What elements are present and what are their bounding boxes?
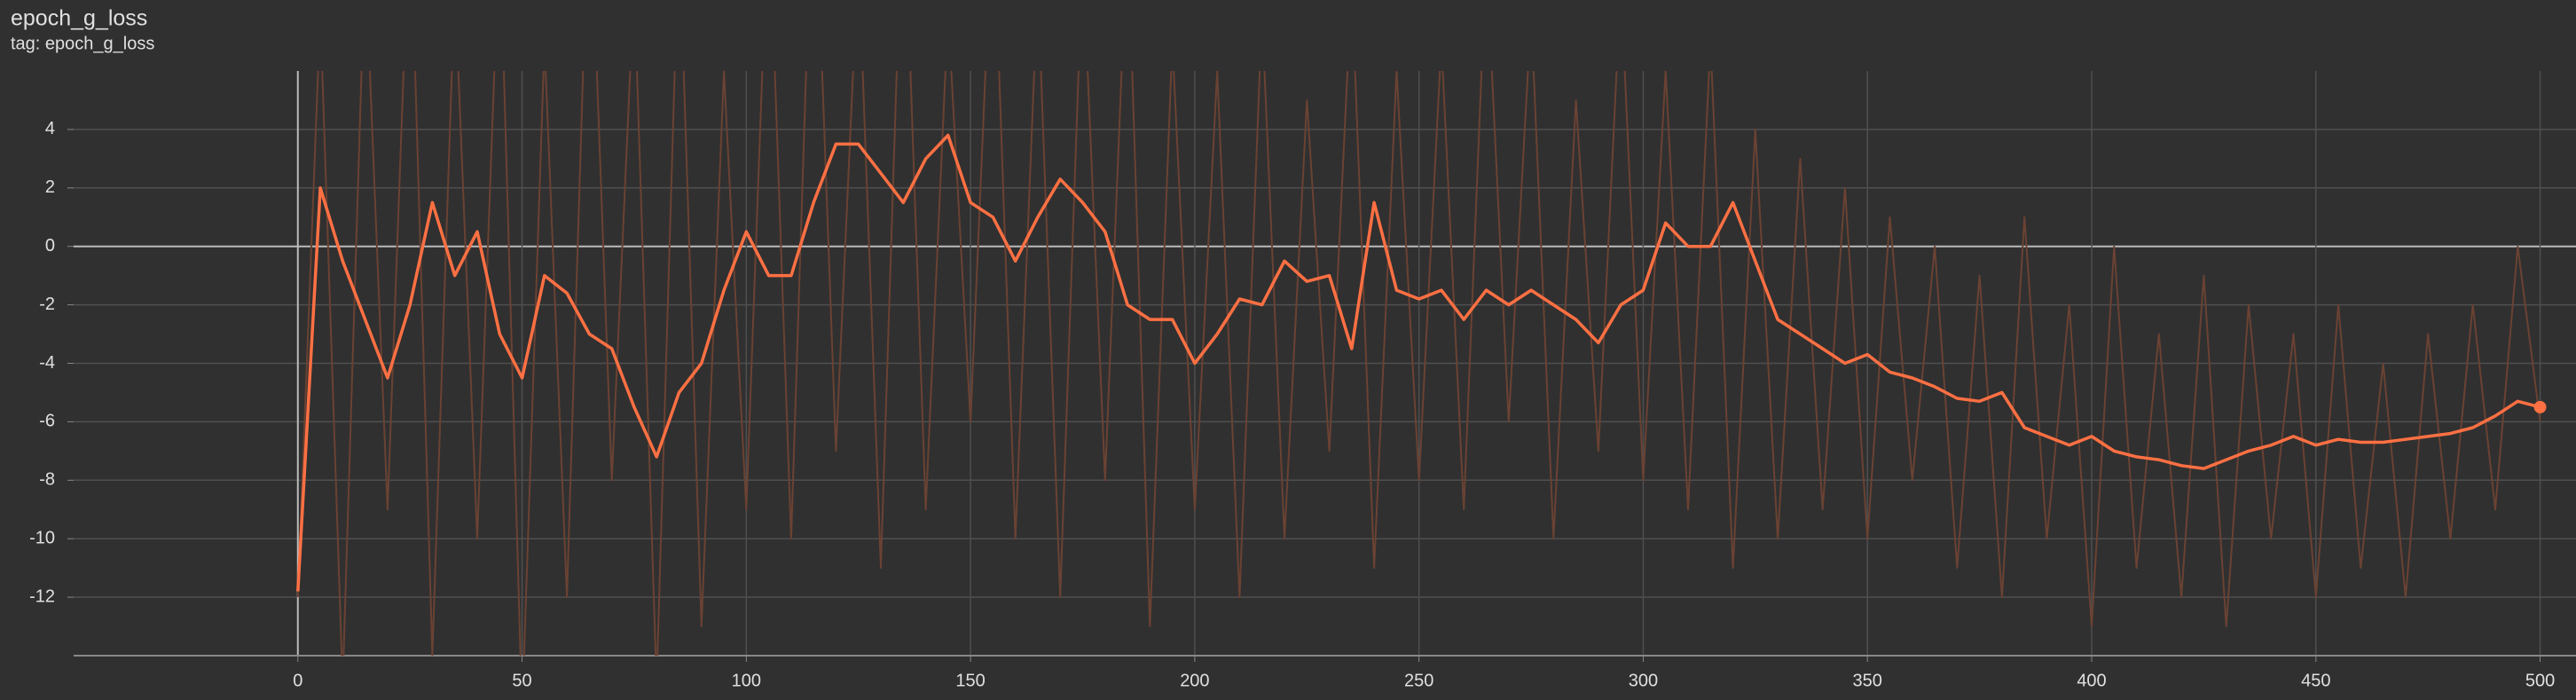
y-tick-label: 4 <box>45 119 55 138</box>
y-tick-label: 2 <box>45 177 55 197</box>
series-line <box>296 71 2541 656</box>
x-tick-label: 0 <box>293 671 302 690</box>
y-tick-label: 0 <box>45 236 55 256</box>
y-tick-label: -4 <box>39 353 55 373</box>
y-tick-label: -6 <box>39 412 55 431</box>
x-tick-label: 250 <box>1404 671 1433 690</box>
x-tick-label: 200 <box>1180 671 1209 690</box>
x-tick-label: 400 <box>2077 671 2106 690</box>
x-tick-label: 300 <box>1629 671 1658 690</box>
x-tick-label: 50 <box>512 671 531 690</box>
x-tick-label: 350 <box>1853 671 1882 690</box>
x-tick-label: 500 <box>2525 671 2555 690</box>
x-tick-label: 100 <box>732 671 761 690</box>
x-tick-label: 150 <box>955 671 985 690</box>
series-line <box>296 133 2541 592</box>
y-tick-label: -10 <box>29 528 55 547</box>
y-tick-label: -8 <box>39 470 55 490</box>
y-tick-label: -12 <box>29 586 55 606</box>
chart-title: epoch_g_loss <box>11 6 147 31</box>
x-tick-label: 450 <box>2301 671 2330 690</box>
y-tick-label: -2 <box>39 295 55 314</box>
last-point <box>2533 400 2547 413</box>
chart-subtitle: tag: epoch_g_loss <box>11 34 154 53</box>
